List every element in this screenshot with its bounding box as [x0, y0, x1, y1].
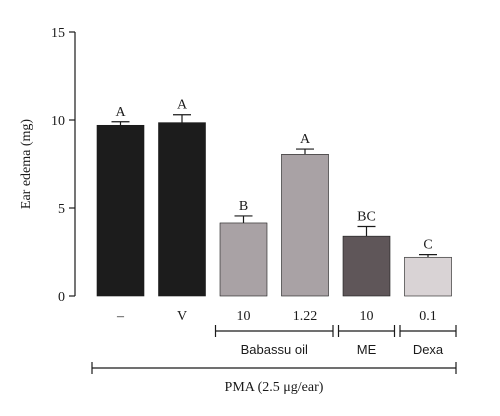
significance-label-3: B — [239, 199, 248, 214]
y-tick-label-10: 10 — [51, 114, 65, 129]
x-tick-labels: – V 10 1.22 10 0.1 — [116, 309, 437, 324]
group-label-3: Dexa — [413, 342, 444, 357]
bar-1 — [96, 124, 145, 297]
x-tick-label-3: 10 — [237, 309, 251, 324]
significance-label-5: BC — [357, 209, 376, 224]
x-tick-label-2: V — [177, 309, 187, 324]
bar-4 — [281, 154, 329, 297]
pma-label: PMA (2.5 μg/ear) — [225, 380, 324, 395]
bar-3 — [219, 222, 268, 297]
y-axis: 0 5 10 15 — [51, 26, 76, 305]
x-tick-label-4: 1.22 — [293, 309, 318, 324]
bar-6 — [404, 256, 452, 297]
group-label-1: Babassu oil — [241, 342, 308, 357]
bar-2 — [158, 122, 206, 297]
significance-label-2: A — [177, 98, 188, 113]
significance-label-1: A — [115, 105, 126, 120]
significance-label-4: A — [300, 132, 311, 147]
y-tick-label-15: 15 — [51, 26, 65, 41]
x-tick-label-1: – — [116, 309, 125, 324]
y-axis-label: Ear edema (mg) — [19, 119, 34, 210]
y-tick-label-5: 5 — [58, 202, 65, 217]
group-label-2: ME — [357, 342, 377, 357]
y-tick-label-0: 0 — [58, 290, 65, 305]
bar-5 — [342, 235, 391, 297]
significance-label-6: C — [423, 238, 432, 253]
x-tick-label-6: 0.1 — [419, 309, 437, 324]
group-brackets: Babassu oil ME Dexa — [214, 325, 457, 357]
x-tick-label-5: 10 — [360, 309, 374, 324]
bars: A A B A BC C — [96, 98, 452, 297]
